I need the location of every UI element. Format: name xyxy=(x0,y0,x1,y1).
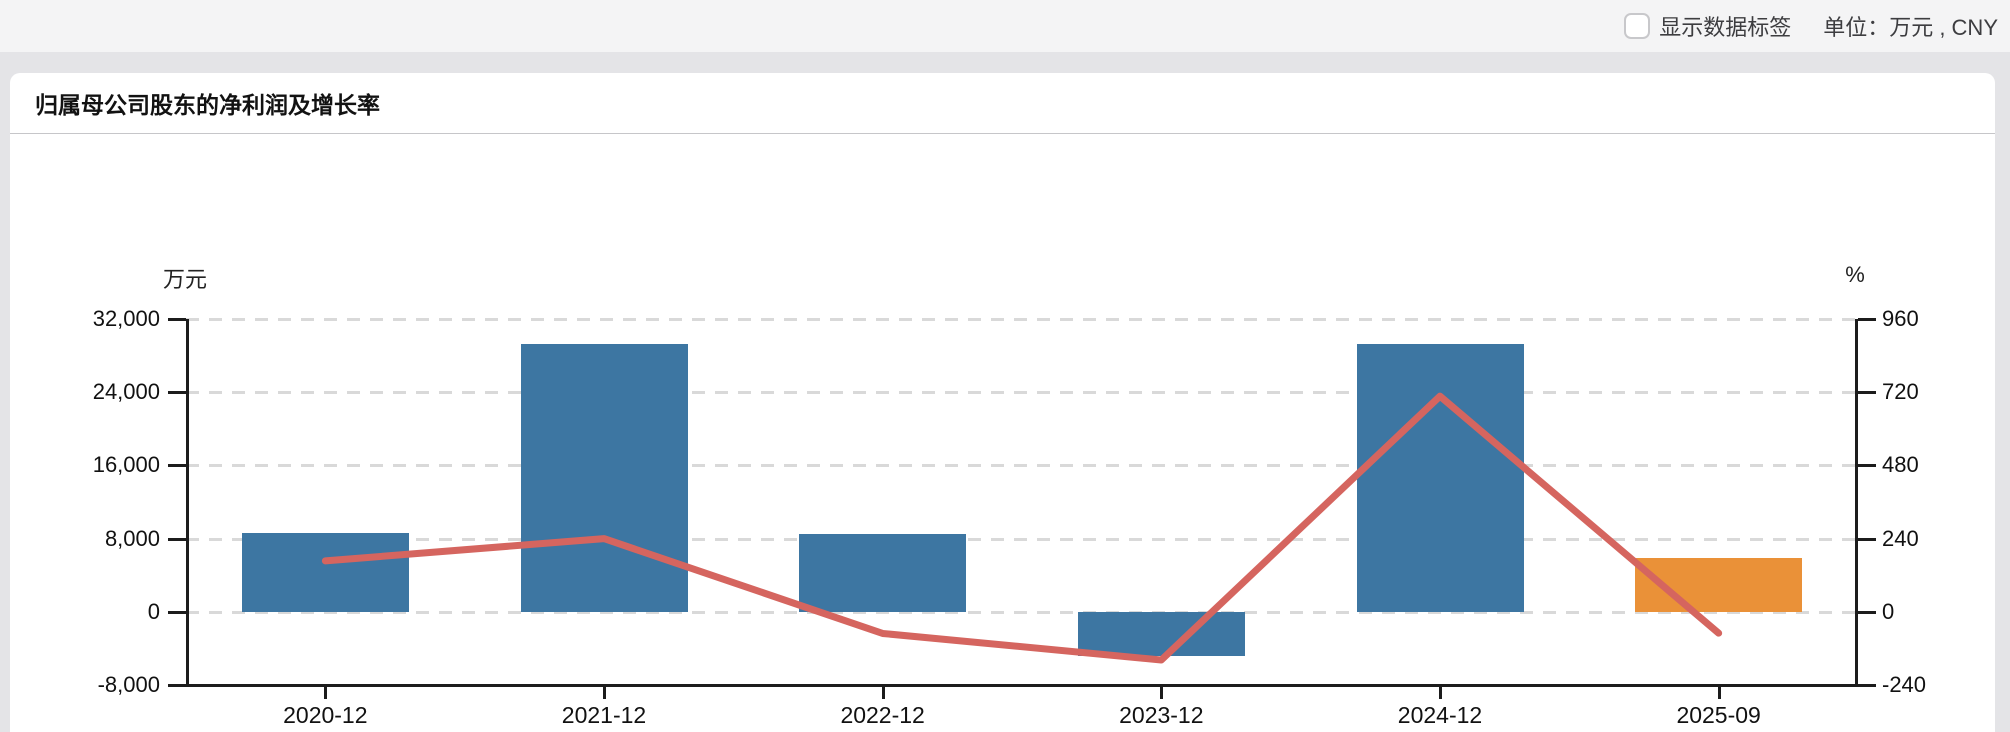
x-axis-label: 2021-12 xyxy=(561,702,647,728)
gridline xyxy=(186,537,1858,541)
left-tick-mark xyxy=(168,318,186,321)
top-option-bar: 显示数据标签 单位：万元 , CNY xyxy=(0,0,2010,52)
right-axis-tick-label: 480 xyxy=(1882,452,1919,478)
x-axis-label: 2025-09 xyxy=(1676,702,1761,728)
yoy-trend-line xyxy=(321,392,1723,664)
right-axis-tick-label: 960 xyxy=(1882,306,1919,331)
bar-2024-12 xyxy=(1356,344,1524,612)
show-data-labels-checkbox[interactable] xyxy=(1624,13,1651,39)
x-tick-mark xyxy=(324,686,328,699)
right-tick-mark xyxy=(1858,318,1876,321)
right-axis-tick-label: 240 xyxy=(1882,525,1919,551)
right-tick-mark xyxy=(1858,684,1876,687)
left-axis-tick-label: 8,000 xyxy=(104,525,160,551)
left-axis-line xyxy=(186,319,189,687)
left-tick-mark xyxy=(168,684,186,687)
gridline xyxy=(186,318,1858,321)
right-axis-line xyxy=(1855,319,1858,687)
show-data-labels-label[interactable]: 显示数据标签 xyxy=(1659,15,1792,40)
chart-title: 归属母公司股东的净利润及增长率 xyxy=(35,92,380,118)
x-tick-mark xyxy=(1439,686,1442,699)
right-tick-mark xyxy=(1858,464,1876,468)
gridline xyxy=(186,464,1858,468)
x-tick-mark xyxy=(881,686,885,699)
x-axis-label: 2024-12 xyxy=(1397,702,1483,728)
unit-label: 单位：万元 , CNY xyxy=(1823,15,1998,40)
x-tick-mark xyxy=(603,686,606,699)
left-axis-unit-label: 万元 xyxy=(162,267,207,292)
x-tick-mark xyxy=(1160,686,1164,699)
left-axis-tick-label: 32,000 xyxy=(92,306,160,331)
right-axis-tick-label: -240 xyxy=(1882,672,1927,697)
right-axis-unit-label: % xyxy=(1845,262,1865,287)
left-axis-tick-label: 24,000 xyxy=(92,379,160,405)
x-axis-label: 2023-12 xyxy=(1119,702,1204,728)
x-axis-label: 2020-12 xyxy=(283,702,368,728)
left-tick-mark xyxy=(168,391,186,395)
right-tick-mark xyxy=(1858,537,1876,541)
card-title-row: 归属母公司股东的净利润及增长率 xyxy=(10,73,1995,134)
left-tick-mark xyxy=(168,464,186,468)
right-axis-tick-label: 720 xyxy=(1882,379,1919,405)
bar-2022-12 xyxy=(799,534,967,612)
bar-2020-12 xyxy=(241,533,409,612)
x-axis-line xyxy=(186,684,1858,687)
gridline xyxy=(186,391,1858,395)
x-axis-label: 2022-12 xyxy=(840,702,925,728)
chart-plot: 万元 % 归属母公司股东的净利润 同比(右轴) 32,00024,00016,0… xyxy=(10,134,1995,732)
left-axis-tick-label: -8,000 xyxy=(97,672,160,697)
right-tick-mark xyxy=(1858,610,1876,614)
gridline xyxy=(186,610,1858,614)
left-axis-tick-label: 16,000 xyxy=(92,452,160,478)
left-tick-mark xyxy=(168,537,186,541)
left-axis-tick-label: 0 xyxy=(147,598,160,624)
right-axis-tick-label: 0 xyxy=(1882,598,1895,624)
bar-2023-12 xyxy=(1077,611,1245,656)
bar-2021-12 xyxy=(520,344,688,612)
left-tick-mark xyxy=(168,610,186,614)
x-tick-mark xyxy=(1717,686,1721,699)
right-tick-mark xyxy=(1858,391,1876,395)
chart-card: 归属母公司股东的净利润及增长率 万元 % 归属母公司股东的净利润 同比(右轴) … xyxy=(10,73,1995,732)
